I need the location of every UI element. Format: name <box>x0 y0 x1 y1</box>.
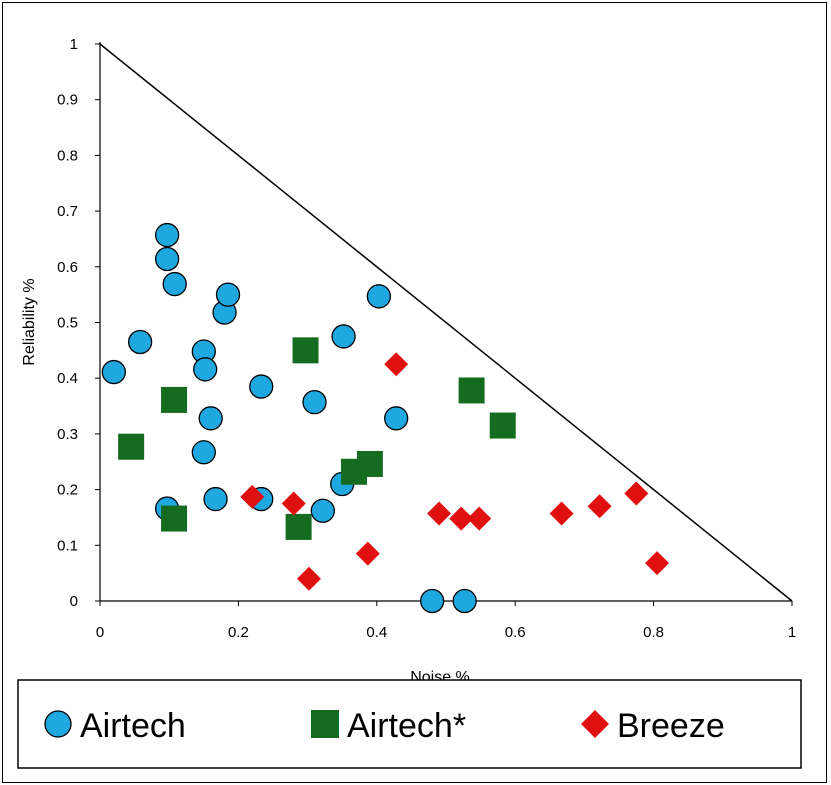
breeze-diamond-point <box>355 541 380 566</box>
breeze-diamond-point <box>645 551 670 576</box>
airtech-circle-point <box>193 357 218 382</box>
ticks: 0 0.2 0.4 0.6 0.8 1 0 0.1 0.2 0.3 0.4 0.5 0.6 0.7 0.8 0… <box>57 36 796 641</box>
airtech-circle-point <box>366 284 392 309</box>
y-tick-label: 0 <box>70 593 78 610</box>
legend-diamond-icon <box>581 710 609 738</box>
airtech-star-square-point <box>356 450 383 477</box>
airtech-circle-point <box>127 329 153 355</box>
airtech-circle-point <box>101 359 126 385</box>
airtech-circle-point <box>154 246 180 272</box>
breeze-diamond-point <box>467 506 492 531</box>
airtech-circle-point <box>203 486 228 512</box>
airtech-star-square-point <box>161 386 188 413</box>
y-tick-label: 0.6 <box>57 259 78 276</box>
y-tick-label: 0.2 <box>57 482 78 499</box>
breeze-diamond-point <box>549 501 574 526</box>
airtech-circle-point <box>384 406 409 431</box>
reference-diagonal-line <box>99 43 793 602</box>
y-axis-title: Reliability % <box>21 278 38 365</box>
x-tick-label: 0.8 <box>643 624 664 641</box>
breeze-diamond-point <box>427 501 452 526</box>
airtech-circle-point <box>310 498 335 523</box>
breeze-diamond-point <box>281 491 306 516</box>
breeze-diamond-point <box>624 481 649 506</box>
y-tick-label: 0.3 <box>57 426 78 443</box>
legend: Airtech Airtech* Breeze <box>17 679 802 769</box>
y-tick-label: 0.4 <box>57 370 78 387</box>
breeze-diamond-point <box>384 352 409 377</box>
axes <box>99 42 792 602</box>
legend-circle-icon <box>44 710 72 738</box>
y-tick-label: 0.1 <box>57 537 78 554</box>
x-tick-label: 0.4 <box>366 624 387 641</box>
airtech-circle-point <box>154 222 180 248</box>
breeze-diamond-point <box>587 494 612 519</box>
y-tick-label: 1 <box>70 36 78 53</box>
airtech-star-square-point <box>458 377 485 404</box>
y-tick-label: 0.8 <box>57 147 78 164</box>
x-tick-label: 0.6 <box>505 624 526 641</box>
airtech-star-square-point <box>118 433 145 460</box>
legend-label: Airtech <box>80 707 186 745</box>
legend-box <box>17 679 802 769</box>
legend-label: Airtech* <box>347 707 466 745</box>
y-tick-label: 0.7 <box>57 203 78 220</box>
airtech-circle-point <box>331 324 356 349</box>
legend-square-icon <box>311 710 339 738</box>
airtech-circle-point <box>162 271 187 297</box>
airtech-circle-point <box>302 390 327 415</box>
data-points <box>101 222 670 614</box>
airtech-star-square-point <box>161 505 188 532</box>
breeze-diamond-point <box>449 506 474 531</box>
airtech-circle-point <box>249 374 274 399</box>
breeze-diamond-point <box>240 484 265 509</box>
airtech-circle-point <box>452 588 477 614</box>
x-tick-label: 1 <box>788 624 796 641</box>
airtech-circle-point <box>420 588 445 614</box>
y-tick-label: 0.5 <box>57 315 78 332</box>
airtech-circle-point <box>191 440 216 465</box>
airtech-circle-point <box>198 406 223 431</box>
airtech-star-square-point <box>292 337 319 364</box>
legend-label: Breeze <box>617 707 725 745</box>
x-tick-label: 0 <box>96 624 104 641</box>
y-tick-label: 0.9 <box>57 92 78 109</box>
airtech-star-square-point <box>285 513 312 540</box>
breeze-diamond-point <box>296 566 321 591</box>
airtech-star-square-point <box>489 412 516 439</box>
airtech-circle-point <box>215 282 241 307</box>
x-tick-label: 0.2 <box>228 624 249 641</box>
